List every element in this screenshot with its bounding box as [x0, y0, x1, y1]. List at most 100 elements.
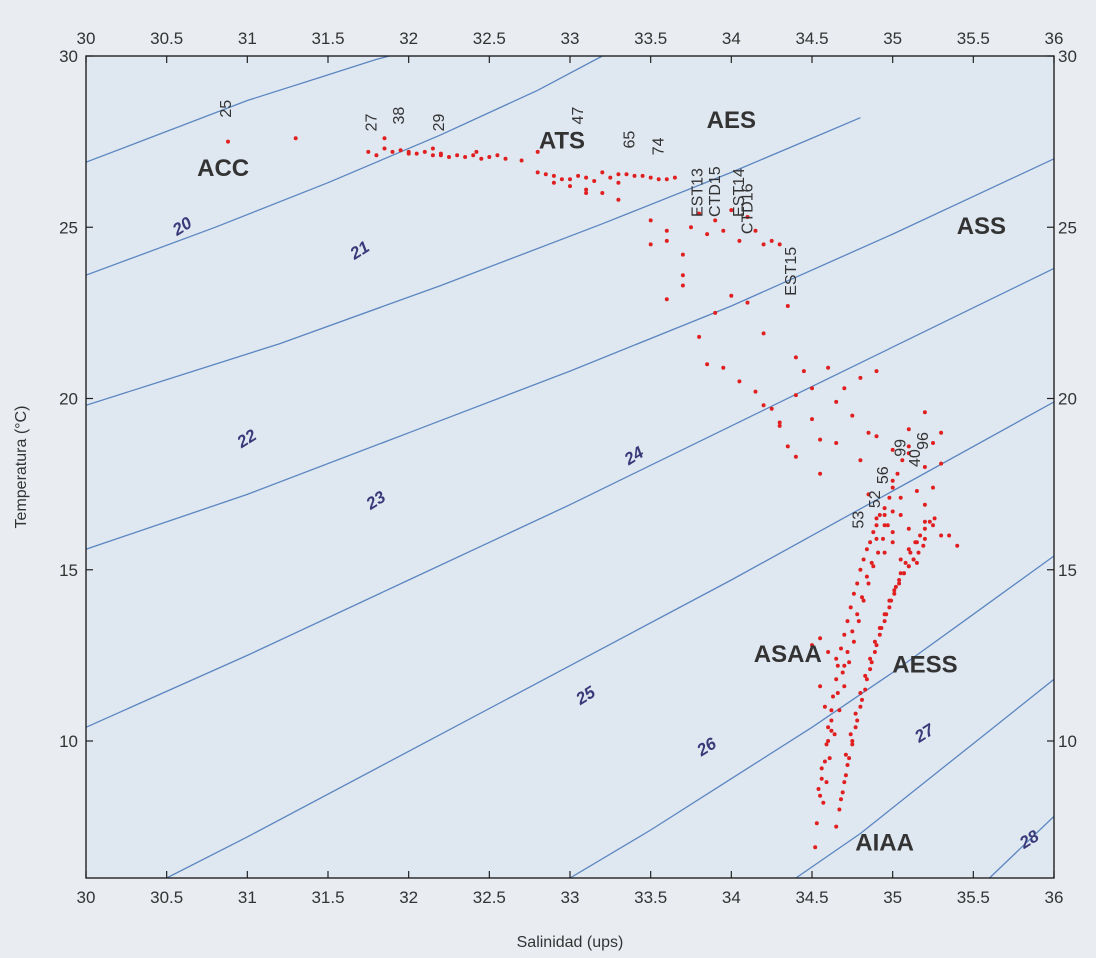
data-point	[871, 530, 876, 535]
data-point	[906, 427, 911, 432]
data-point	[881, 536, 885, 541]
data-point	[868, 540, 873, 545]
data-point	[882, 506, 887, 511]
data-point	[882, 513, 887, 517]
data-point	[818, 793, 823, 798]
data-point	[947, 533, 952, 538]
water-mass-label-aess: AESS	[892, 652, 957, 679]
data-point	[863, 687, 868, 692]
data-point	[868, 656, 873, 661]
data-point	[616, 197, 621, 202]
data-point	[814, 821, 819, 826]
data-point	[858, 458, 863, 463]
data-point	[939, 533, 944, 538]
data-point	[829, 728, 834, 733]
data-point	[697, 211, 702, 216]
data-point	[519, 158, 524, 163]
data-point	[761, 403, 766, 408]
data-point	[922, 410, 927, 415]
y-tick-label-right: 20	[1058, 390, 1077, 409]
data-point	[906, 547, 911, 552]
data-point	[842, 386, 847, 391]
data-point	[737, 238, 742, 243]
data-point	[842, 780, 847, 785]
data-point	[890, 478, 895, 483]
data-point	[890, 540, 895, 545]
x-tick-label-top: 30	[77, 29, 96, 48]
data-point	[921, 543, 926, 548]
data-point	[922, 465, 927, 469]
data-point	[848, 732, 853, 737]
data-point	[866, 430, 871, 435]
data-point	[810, 386, 814, 391]
data-point	[729, 208, 734, 213]
data-point	[819, 766, 824, 771]
data-point	[843, 773, 848, 778]
x-tick-label-top: 32	[399, 29, 418, 48]
data-point	[559, 177, 564, 182]
data-point	[858, 704, 863, 709]
x-tick-label-bottom: 30	[77, 888, 96, 907]
data-point	[913, 540, 918, 545]
data-point	[850, 739, 855, 743]
data-point	[834, 677, 839, 682]
data-point	[832, 732, 837, 737]
data-point	[895, 471, 900, 476]
water-mass-label-aiaa: AIAA	[855, 830, 914, 857]
data-point	[864, 547, 869, 552]
data-point	[911, 557, 916, 562]
data-point	[824, 742, 829, 747]
isopycnal-25	[166, 401, 1054, 878]
x-tick-label-top: 30.5	[150, 29, 183, 48]
data-point	[818, 437, 823, 442]
station-label: 65	[622, 131, 639, 149]
station-label: 52	[867, 490, 884, 508]
x-tick-label-bottom: 36	[1045, 888, 1064, 907]
data-point	[822, 704, 827, 709]
data-point	[927, 519, 932, 524]
data-point	[648, 175, 653, 180]
data-point	[422, 149, 427, 154]
data-point	[664, 238, 669, 243]
data-point	[745, 300, 750, 305]
data-point	[769, 238, 774, 243]
x-tick-label-bottom: 30.5	[150, 888, 183, 907]
data-point	[656, 177, 661, 182]
data-point	[801, 369, 806, 374]
y-axis-label: Temperatura (°C)	[13, 406, 30, 529]
data-point	[729, 293, 734, 298]
data-point	[931, 441, 935, 445]
data-point	[871, 564, 876, 569]
data-point	[551, 173, 556, 178]
data-point	[680, 252, 685, 257]
data-point	[861, 557, 866, 562]
station-label: EST13	[689, 168, 706, 217]
data-point	[855, 612, 860, 617]
data-point	[551, 180, 556, 185]
plot-area	[86, 56, 1054, 878]
data-point	[447, 155, 451, 159]
data-point	[664, 228, 669, 233]
data-point	[882, 523, 887, 528]
station-label: 29	[431, 113, 448, 131]
isopycnal-27	[795, 678, 1054, 878]
station-label: EST15	[783, 247, 800, 296]
data-point	[914, 560, 919, 565]
data-point	[866, 492, 871, 497]
x-tick-label-top: 34	[722, 29, 741, 48]
data-point	[892, 588, 897, 593]
isopycnals-layer	[86, 56, 1054, 878]
data-point	[939, 430, 944, 435]
data-point	[834, 824, 839, 829]
data-point	[826, 365, 831, 370]
isopycnal-22	[86, 117, 861, 406]
data-point	[874, 516, 879, 521]
y-tick-label-left: 10	[59, 732, 78, 751]
data-point	[835, 691, 840, 695]
data-point	[648, 218, 653, 223]
data-point	[908, 550, 913, 555]
data-point	[839, 797, 843, 802]
data-point	[721, 365, 726, 370]
data-point	[810, 417, 814, 422]
